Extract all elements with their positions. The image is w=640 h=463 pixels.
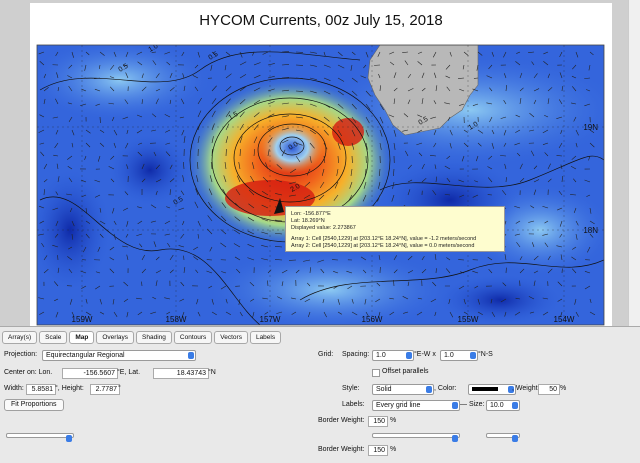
label: Projection: — [4, 350, 37, 360]
label: Border Weight: — [318, 445, 365, 455]
label: °N-S — [478, 350, 493, 360]
lon-label: 157W — [260, 315, 281, 324]
tab[interactable]: Overlays — [96, 331, 134, 344]
lon-label: 156W — [362, 315, 383, 324]
tooltip: Lon: -156.877°E Lat: 18.269°N Displayed … — [285, 206, 505, 252]
label: % — [390, 416, 396, 426]
weight-input[interactable]: 50 — [538, 384, 560, 395]
lat-input[interactable]: 18.43743 — [153, 368, 209, 379]
label: ° — [118, 384, 121, 394]
lat-label: 19N — [583, 123, 598, 132]
eddy-core — [332, 118, 364, 146]
height-input[interactable]: 2.7787 — [90, 384, 120, 395]
tab[interactable]: Array(s) — [2, 331, 37, 344]
label: Border Weight: — [318, 416, 365, 426]
label: Style: — [342, 384, 360, 394]
border-input[interactable]: 150 — [368, 416, 388, 427]
label: — Size: — [460, 400, 485, 410]
lon-label: 159W — [72, 315, 93, 324]
label: , Color: — [434, 384, 457, 394]
tab[interactable]: Labels — [250, 331, 281, 344]
hidden-control — [6, 433, 74, 438]
lon-label: 158W — [166, 315, 187, 324]
label: Center on: Lon. — [4, 368, 52, 378]
tooltip-array: Array 2: Cell [2540,1229] at [203.12°E 1… — [291, 243, 474, 249]
tooltip-array: Array 1: Cell [2540,1229] at [203.12°E 1… — [291, 236, 476, 242]
lat-label: 18N — [583, 226, 598, 235]
checkbox[interactable] — [372, 369, 380, 377]
lon-input[interactable]: -156.5607 — [62, 368, 118, 379]
label: °E, Lat. — [117, 368, 140, 378]
label: Offset parallels — [382, 367, 429, 377]
label: % — [390, 445, 396, 455]
hidden-control — [486, 433, 520, 438]
label: % — [560, 384, 566, 394]
width-input[interactable]: 5.8581 — [26, 384, 56, 395]
style-select[interactable]: Solid — [372, 384, 434, 395]
tooltip-lat: Lat: 18.269°N — [291, 218, 325, 224]
label: Labels: — [342, 400, 365, 410]
map-title: HYCOM Currents, 00z July 15, 2018 — [30, 12, 612, 29]
tab[interactable]: Scale — [39, 331, 67, 344]
labels-select[interactable]: Every grid line — [372, 400, 460, 411]
tab[interactable]: Contours — [174, 331, 212, 344]
label: , Weight: — [512, 384, 540, 394]
label: Grid: — [318, 350, 333, 360]
tab[interactable]: Map — [69, 331, 94, 344]
fit-button[interactable]: Fit Proportions — [4, 399, 64, 411]
lon-label: 154W — [554, 315, 575, 324]
scrollbar[interactable] — [628, 0, 640, 326]
color-select[interactable] — [468, 384, 516, 395]
tooltip-value: Displayed value: 2.273867 — [291, 225, 356, 231]
tab[interactable]: Shading — [136, 331, 172, 344]
hidden-control — [372, 433, 460, 438]
field — [110, 135, 190, 205]
label: °, Height: — [55, 384, 84, 394]
ns-select[interactable]: 1.0 — [440, 350, 478, 361]
label: °N — [208, 368, 216, 378]
ew-select[interactable]: 1.0 — [372, 350, 414, 361]
label: Width: — [4, 384, 24, 394]
tab[interactable]: Vectors — [214, 331, 248, 344]
label: Spacing: — [342, 350, 369, 360]
projection-select[interactable]: Equirectangular Regional — [42, 350, 196, 361]
tooltip-lon: Lon: -156.877°E — [291, 211, 331, 217]
border-input[interactable]: 150 — [368, 445, 388, 456]
size-select[interactable]: 10.0 — [486, 400, 520, 411]
label: °E-W x — [414, 350, 436, 360]
lon-label: 155W — [458, 315, 479, 324]
